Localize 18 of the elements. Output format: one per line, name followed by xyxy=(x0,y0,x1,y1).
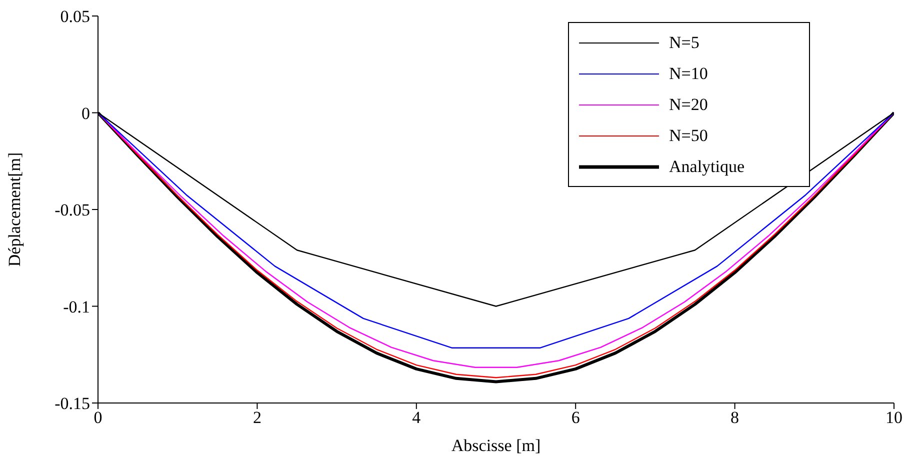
y-tick-label: -0.1 xyxy=(63,297,90,316)
y-tick-label: 0.05 xyxy=(60,7,90,26)
y-tick-label: -0.15 xyxy=(54,394,90,414)
x-axis-title: Abscisse [m] xyxy=(451,436,541,455)
y-tick-label: 0 xyxy=(82,104,90,123)
x-tick-label: 6 xyxy=(571,408,580,428)
y-tick-label: -0.05 xyxy=(54,200,90,220)
legend-label: Analytique xyxy=(669,156,745,176)
legend-label: N=20 xyxy=(669,94,708,114)
legend-label: N=5 xyxy=(669,32,700,52)
x-tick-label: 10 xyxy=(886,408,902,428)
x-tick-label: 4 xyxy=(412,408,422,428)
y-axis-title: Déplacement[m] xyxy=(5,152,24,267)
x-tick-label: 2 xyxy=(252,408,262,428)
x-tick-label: 0 xyxy=(94,408,102,428)
legend-label: N=50 xyxy=(669,126,708,146)
legend-label: N=10 xyxy=(669,64,708,84)
x-tick-label: 8 xyxy=(730,408,740,428)
